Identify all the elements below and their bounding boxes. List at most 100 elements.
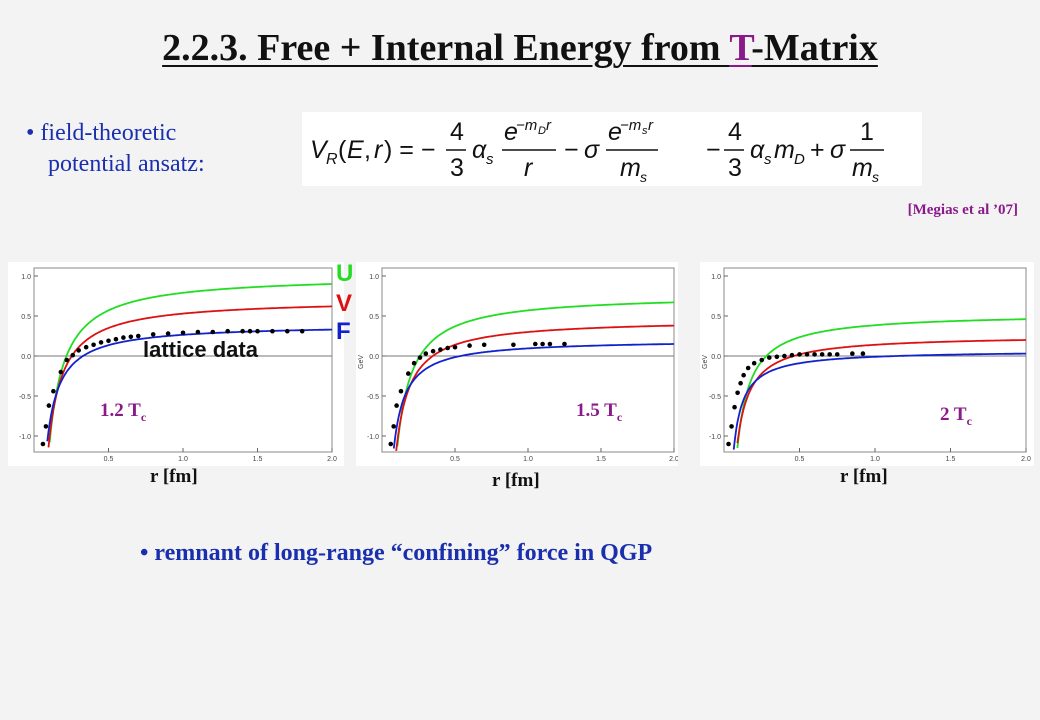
lattice-data-point bbox=[732, 404, 737, 410]
x-tick-label: 0.5 bbox=[450, 456, 460, 463]
lattice-data-point bbox=[128, 334, 134, 340]
curve-f-free-energy bbox=[732, 352, 1026, 450]
lattice-data-point bbox=[797, 352, 802, 357]
lattice-data-point bbox=[417, 355, 423, 360]
temp-3-text: 2 T bbox=[940, 404, 967, 425]
svg-text:r: r bbox=[524, 154, 534, 182]
svg-text:r: r bbox=[374, 136, 384, 164]
svg-text:σ: σ bbox=[830, 136, 846, 164]
curve-f-free-energy bbox=[392, 343, 674, 449]
legend-letter-f: F bbox=[336, 318, 351, 345]
lattice-data-point bbox=[180, 330, 186, 336]
plot-frame bbox=[723, 267, 1027, 453]
lattice-data-point bbox=[481, 342, 487, 348]
lattice-data-point bbox=[91, 342, 96, 348]
lattice-data-point bbox=[240, 328, 245, 334]
y-tick-label: 0.5 bbox=[369, 314, 379, 321]
chart-3-svg: 1.0 0.5 0.0 -0.5 -1.0 0.5 1.0 1.5 2.0 GeV bbox=[702, 267, 1031, 463]
svg-text:3: 3 bbox=[450, 154, 464, 182]
chart-panel-2: 1.0 0.5 0.0 -0.5 -1.0 0.5 1.0 1.5 2.0 GeV bbox=[356, 262, 679, 466]
lattice-data-point bbox=[423, 351, 429, 356]
svg-text:3: 3 bbox=[728, 154, 742, 182]
temp-1-sub: c bbox=[140, 409, 147, 424]
lattice-data-point bbox=[391, 424, 396, 429]
svg-text:D: D bbox=[538, 125, 546, 137]
lattice-data-point bbox=[70, 352, 76, 358]
lattice-data-point bbox=[860, 351, 866, 356]
lattice-data-point bbox=[398, 388, 404, 394]
curve-u-internal-energy bbox=[48, 283, 332, 443]
temp-1-text: 1.2 T bbox=[100, 400, 141, 421]
lattice-data-point bbox=[819, 352, 825, 357]
svg-text:4: 4 bbox=[728, 118, 742, 146]
lattice-data-point bbox=[83, 344, 89, 350]
lattice-data-point bbox=[136, 333, 141, 339]
lattice-data-point bbox=[738, 380, 743, 386]
svg-text:1: 1 bbox=[860, 118, 874, 146]
lattice-data-point bbox=[438, 347, 443, 352]
bullet1-line2: potential ansatz: bbox=[48, 151, 205, 177]
lattice-data-point bbox=[299, 328, 305, 334]
y-axis-label: GeV bbox=[358, 355, 365, 369]
x-tick-label: 0.5 bbox=[795, 456, 805, 463]
plot-frame bbox=[381, 267, 675, 453]
lattice-data-point bbox=[511, 342, 516, 348]
x-tick-label: 2.0 bbox=[327, 456, 337, 463]
x-tick-label: 1.0 bbox=[870, 456, 880, 463]
svg-text:−m: −m bbox=[516, 117, 537, 134]
y-tick-label: 1.0 bbox=[369, 274, 379, 281]
x-tick-label: 1.5 bbox=[253, 456, 263, 463]
lattice-data-point bbox=[113, 336, 119, 342]
lattice-data-point bbox=[812, 352, 817, 357]
legend-letter-u: U bbox=[336, 260, 354, 287]
lattice-data-point bbox=[388, 441, 394, 447]
curve-f-free-energy bbox=[46, 328, 332, 442]
lattice-data-point bbox=[150, 332, 156, 337]
y-tick-label: -0.5 bbox=[709, 394, 721, 401]
lattice-data-point bbox=[782, 353, 787, 359]
x-tick-label: 2.0 bbox=[669, 456, 678, 463]
temp-label-2: 1.5 Tc bbox=[576, 400, 622, 425]
lattice-data-point bbox=[210, 329, 216, 335]
lattice-data-point bbox=[247, 328, 253, 334]
lattice-data-point bbox=[405, 371, 411, 376]
y-axis-label: GeV bbox=[702, 355, 709, 369]
title-prefix: 2.2.3. Free + Internal Energy from bbox=[162, 27, 730, 69]
lattice-data-point bbox=[767, 355, 772, 360]
lattice-data-point bbox=[121, 335, 126, 340]
lattice-data-point bbox=[106, 338, 111, 344]
lattice-data-point bbox=[195, 329, 201, 335]
svg-text:s: s bbox=[642, 125, 648, 137]
svg-text:α: α bbox=[472, 136, 487, 164]
svg-text:e: e bbox=[504, 118, 518, 146]
x-tick-label: 1.0 bbox=[523, 456, 533, 463]
temp-2-sub: c bbox=[616, 409, 623, 424]
svg-text:m: m bbox=[852, 154, 873, 182]
chart-1-svg: 1.0 0.5 0.0 -0.5 -1.0 0.5 1.0 1.5 2.0 bbox=[19, 267, 337, 463]
chart-panel-3: 1.0 0.5 0.0 -0.5 -1.0 0.5 1.0 1.5 2.0 GeV bbox=[700, 262, 1034, 466]
y-tick-label: -1.0 bbox=[367, 434, 379, 441]
svg-text:4: 4 bbox=[450, 118, 464, 146]
lattice-data-point bbox=[76, 348, 81, 353]
legend-letter-v: V bbox=[336, 290, 353, 317]
lattice-data-point bbox=[40, 441, 46, 447]
lattice-data-point bbox=[834, 352, 840, 357]
svg-text:D: D bbox=[794, 151, 805, 168]
xlabel-1: r [fm] bbox=[150, 466, 198, 487]
lattice-data-point bbox=[43, 424, 49, 429]
lattice-data-point bbox=[726, 441, 731, 447]
lattice-data-point bbox=[64, 357, 70, 363]
svg-text:) = −: ) = − bbox=[384, 136, 435, 164]
lattice-data-point bbox=[562, 341, 567, 347]
lattice-data-point bbox=[270, 328, 275, 334]
svg-text:r: r bbox=[648, 117, 654, 134]
curve-u-internal-energy bbox=[736, 318, 1026, 449]
lattice-data-point bbox=[729, 424, 734, 429]
temp-3-sub: c bbox=[966, 413, 972, 428]
temp-2-text: 1.5 T bbox=[576, 400, 617, 421]
lattice-data-point bbox=[46, 403, 52, 408]
svg-text:−: − bbox=[706, 136, 721, 164]
bullet-remnant-force: • remnant of long-range “confining” forc… bbox=[140, 540, 653, 566]
lattice-data-point bbox=[225, 328, 230, 334]
